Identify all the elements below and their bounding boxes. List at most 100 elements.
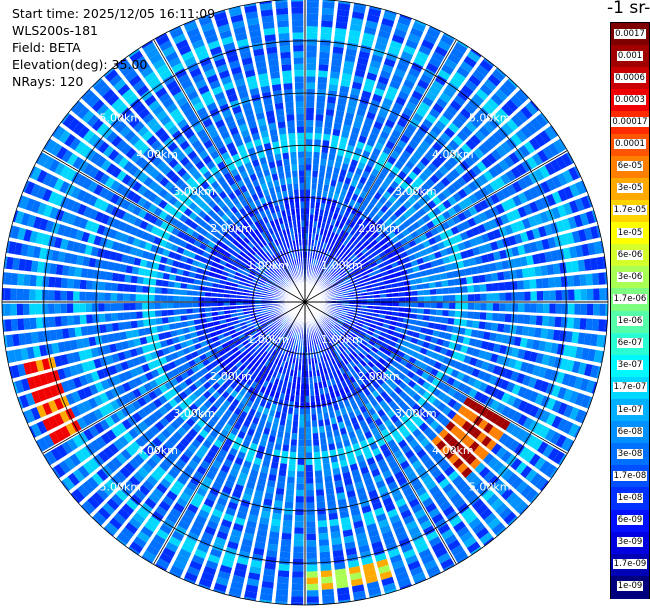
data-cell	[352, 442, 361, 451]
data-cell	[444, 332, 452, 341]
data-cell	[350, 578, 364, 587]
data-cell	[121, 503, 135, 516]
data-cell	[499, 249, 508, 260]
data-cell	[226, 395, 235, 403]
data-cell	[77, 125, 90, 139]
data-cell	[118, 435, 129, 447]
data-cell	[190, 245, 199, 253]
data-cell	[478, 484, 490, 497]
data-cell	[435, 153, 446, 164]
data-cell	[356, 400, 364, 408]
data-cell	[105, 323, 113, 333]
data-cell	[473, 415, 483, 427]
data-cell	[96, 468, 109, 482]
data-cell	[333, 272, 339, 279]
data-cell	[82, 500, 96, 514]
data-cell	[61, 149, 73, 163]
data-cell	[370, 357, 378, 365]
data-cell	[261, 433, 269, 441]
data-cell	[429, 26, 441, 34]
data-cell	[398, 302, 406, 307]
data-cell	[204, 246, 213, 253]
data-cell	[93, 235, 102, 246]
data-cell	[325, 204, 331, 211]
data-cell	[412, 428, 422, 438]
data-cell	[117, 312, 125, 321]
data-cell	[305, 433, 312, 440]
data-cell	[496, 483, 509, 496]
data-cell	[267, 331, 274, 338]
data-cell	[444, 263, 452, 272]
data-cell	[313, 451, 321, 459]
data-cell	[151, 510, 164, 522]
data-cell	[375, 361, 383, 369]
data-cell	[261, 274, 269, 280]
data-cell	[36, 186, 47, 200]
data-cell	[148, 294, 155, 302]
data-cell	[540, 328, 548, 339]
data-cell	[253, 457, 262, 466]
data-cell	[111, 322, 120, 332]
data-cell	[499, 344, 508, 355]
data-cell	[217, 264, 225, 270]
data-cell	[263, 407, 270, 416]
data-cell	[345, 257, 352, 264]
data-cell	[341, 393, 348, 402]
data-cell	[322, 456, 330, 464]
data-cell	[345, 378, 352, 386]
data-cell	[333, 356, 340, 364]
data-cell	[334, 256, 341, 263]
data-cell	[225, 386, 234, 395]
data-cell	[334, 480, 343, 488]
data-cell	[524, 303, 531, 313]
data-cell	[354, 481, 364, 490]
data-cell	[188, 428, 198, 438]
data-cell	[206, 449, 217, 459]
data-cell	[9, 366, 14, 379]
data-cell	[145, 223, 154, 233]
data-cell	[150, 326, 158, 334]
data-cell	[120, 361, 129, 371]
data-cell	[119, 331, 127, 340]
data-cell	[513, 336, 522, 347]
data-cell	[129, 284, 137, 293]
data-cell	[23, 318, 31, 330]
data-cell	[78, 375, 88, 386]
data-cell	[571, 331, 580, 344]
data-cell	[82, 480, 95, 494]
data-cell	[369, 535, 381, 544]
data-cell	[544, 251, 553, 263]
data-cell	[53, 193, 64, 207]
data-cell	[484, 322, 492, 331]
data-cell	[306, 540, 317, 547]
data-cell	[388, 460, 398, 469]
data-cell	[291, 596, 304, 603]
data-cell	[214, 503, 226, 513]
data-cell	[539, 460, 552, 474]
data-cell	[96, 487, 109, 501]
data-cell	[495, 203, 505, 215]
data-cell	[583, 258, 592, 271]
data-cell	[78, 350, 87, 361]
data-cell	[138, 355, 147, 364]
data-cell	[334, 274, 341, 280]
data-cell	[262, 459, 271, 468]
data-cell	[461, 311, 468, 318]
data-cell	[460, 484, 472, 496]
data-cell	[382, 449, 392, 458]
data-cell	[148, 180, 159, 191]
data-cell	[320, 277, 326, 284]
data-cell	[226, 350, 234, 357]
data-cell	[366, 457, 376, 466]
data-cell	[74, 141, 86, 154]
data-cell	[202, 251, 210, 259]
data-cell	[282, 367, 287, 375]
data-cell	[574, 198, 585, 212]
data-cell	[168, 398, 178, 408]
data-cell	[106, 131, 118, 143]
data-cell	[78, 243, 87, 254]
data-cell	[301, 377, 305, 384]
data-cell	[233, 275, 241, 281]
data-cell	[358, 493, 368, 502]
data-cell	[282, 354, 288, 362]
